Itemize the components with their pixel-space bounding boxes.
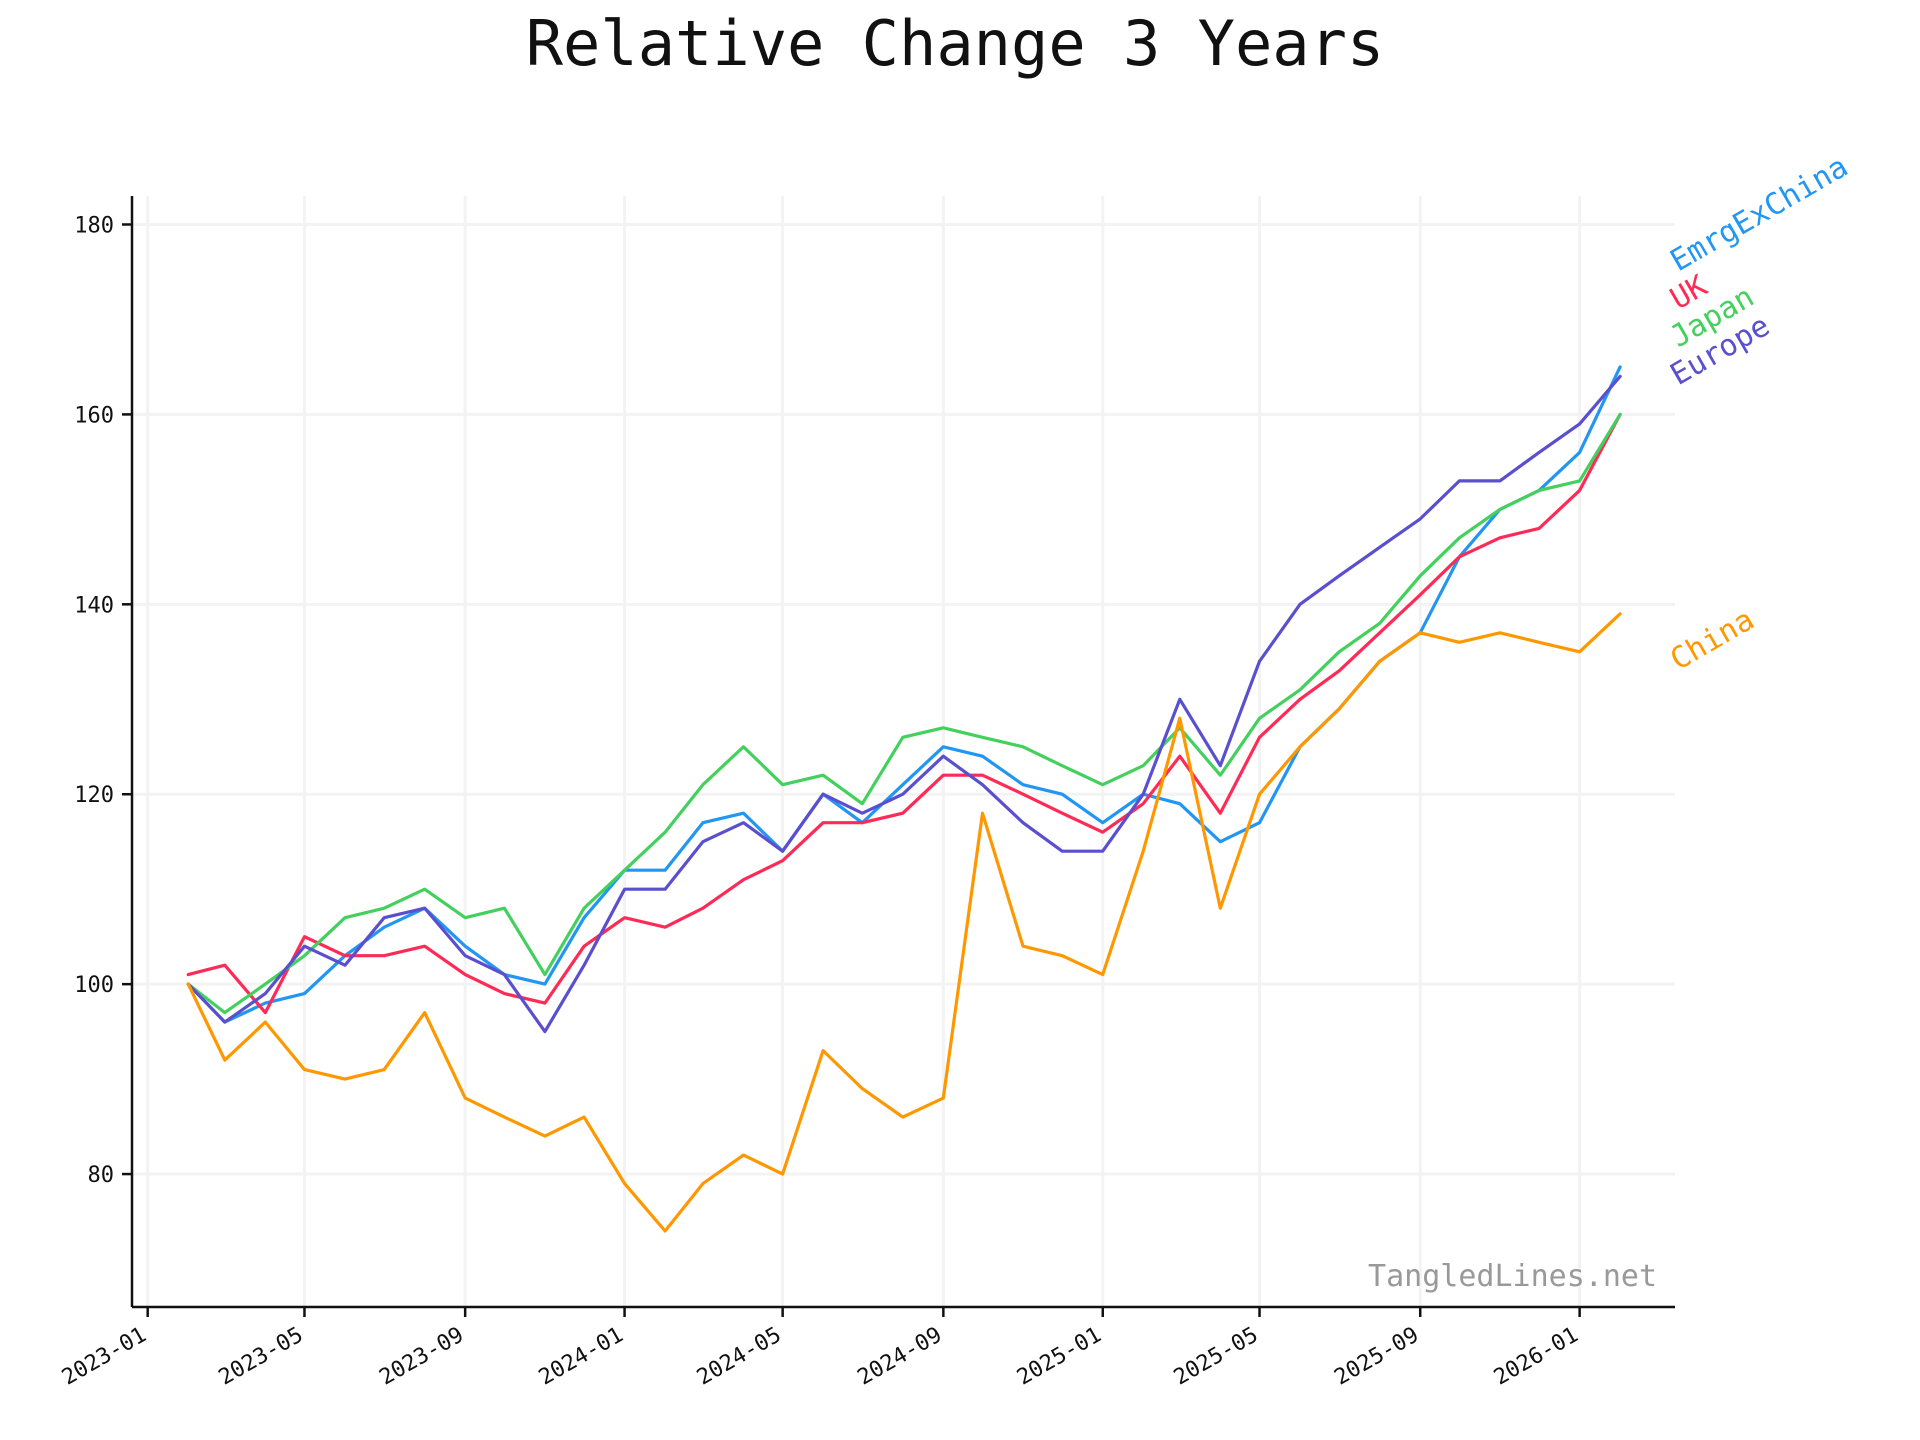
- series-lines: [186, 365, 1622, 1233]
- axis-ticks: 80 100 120 140 160 180 2023-01 2023-05 2023-09 20…: [58, 213, 1583, 1390]
- chart-title: Relative Change 3 Years: [526, 7, 1385, 80]
- y-tick-label: 100: [74, 973, 114, 998]
- y-tick-label: 180: [74, 213, 114, 238]
- x-tick-label: 2023-05: [215, 1323, 308, 1391]
- x-tick-label: 2025-05: [1170, 1323, 1263, 1391]
- x-tick-label: 2023-09: [375, 1323, 468, 1391]
- series-line-japan: [186, 412, 1622, 1015]
- series-line-emrgexchina: [186, 365, 1622, 1024]
- y-tick-label: 160: [74, 403, 114, 428]
- series-label-china: China: [1665, 602, 1761, 677]
- series-label-emrgexchina: EmrgExChina: [1665, 149, 1855, 279]
- x-tick-label: 2026-01: [1490, 1323, 1583, 1391]
- x-tick-label: 2024-09: [854, 1323, 947, 1391]
- series-line-uk: [186, 412, 1622, 1015]
- x-tick-label: 2025-01: [1013, 1323, 1106, 1391]
- watermark: TangledLines.net: [1368, 1259, 1657, 1294]
- y-tick-label: 140: [74, 593, 114, 618]
- x-tick-label: 2024-01: [535, 1323, 628, 1391]
- series-line-china: [186, 612, 1622, 1233]
- y-tick-label: 120: [74, 783, 114, 808]
- axes: [130, 196, 1675, 1309]
- series-line-europe: [186, 374, 1622, 1034]
- x-tick-label: 2024-05: [693, 1323, 786, 1391]
- grid-lines: [132, 196, 1675, 1307]
- y-tick-label: 80: [88, 1163, 115, 1188]
- x-tick-label: 2023-01: [58, 1323, 151, 1391]
- x-tick-label: 2025-09: [1330, 1323, 1423, 1391]
